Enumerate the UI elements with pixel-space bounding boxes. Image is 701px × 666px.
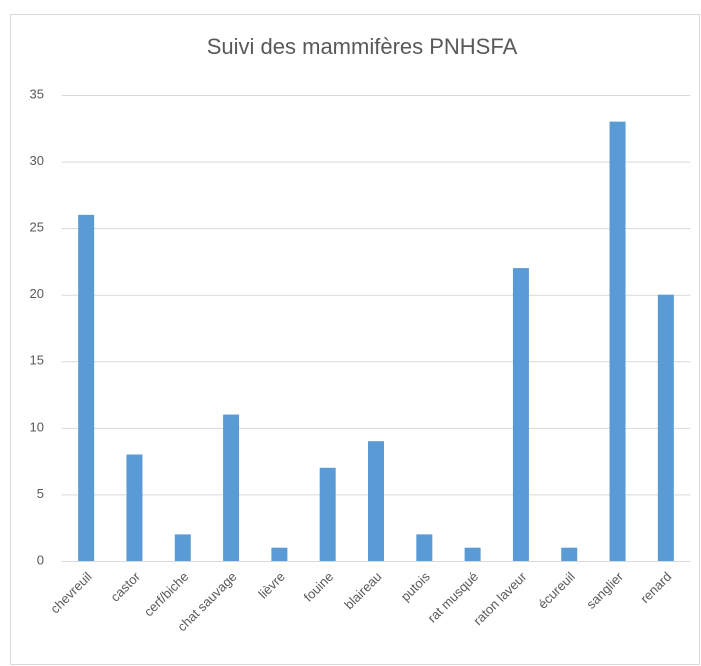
bar bbox=[512, 268, 529, 561]
bar bbox=[368, 441, 384, 561]
bar bbox=[464, 547, 481, 561]
y-tick-label: 0 bbox=[37, 552, 44, 567]
chart-title: Suivi des mammifères PNHSFA bbox=[207, 34, 518, 59]
bar bbox=[609, 121, 626, 561]
bar bbox=[561, 547, 578, 561]
bar bbox=[319, 467, 336, 561]
chart-border bbox=[10, 14, 700, 665]
y-tick-label: 25 bbox=[30, 220, 44, 235]
y-tick-label: 20 bbox=[30, 286, 44, 301]
bar bbox=[174, 534, 191, 561]
bar bbox=[223, 414, 240, 561]
y-tick-label: 15 bbox=[30, 353, 44, 368]
y-tick-label: 10 bbox=[30, 419, 44, 434]
y-tick-label: 30 bbox=[30, 153, 44, 168]
bar bbox=[78, 214, 95, 562]
y-tick-label: 5 bbox=[37, 486, 44, 501]
bar bbox=[126, 454, 143, 561]
bar bbox=[657, 294, 674, 561]
bar bbox=[271, 547, 288, 561]
bar bbox=[416, 534, 433, 561]
y-tick-label: 35 bbox=[30, 86, 44, 101]
